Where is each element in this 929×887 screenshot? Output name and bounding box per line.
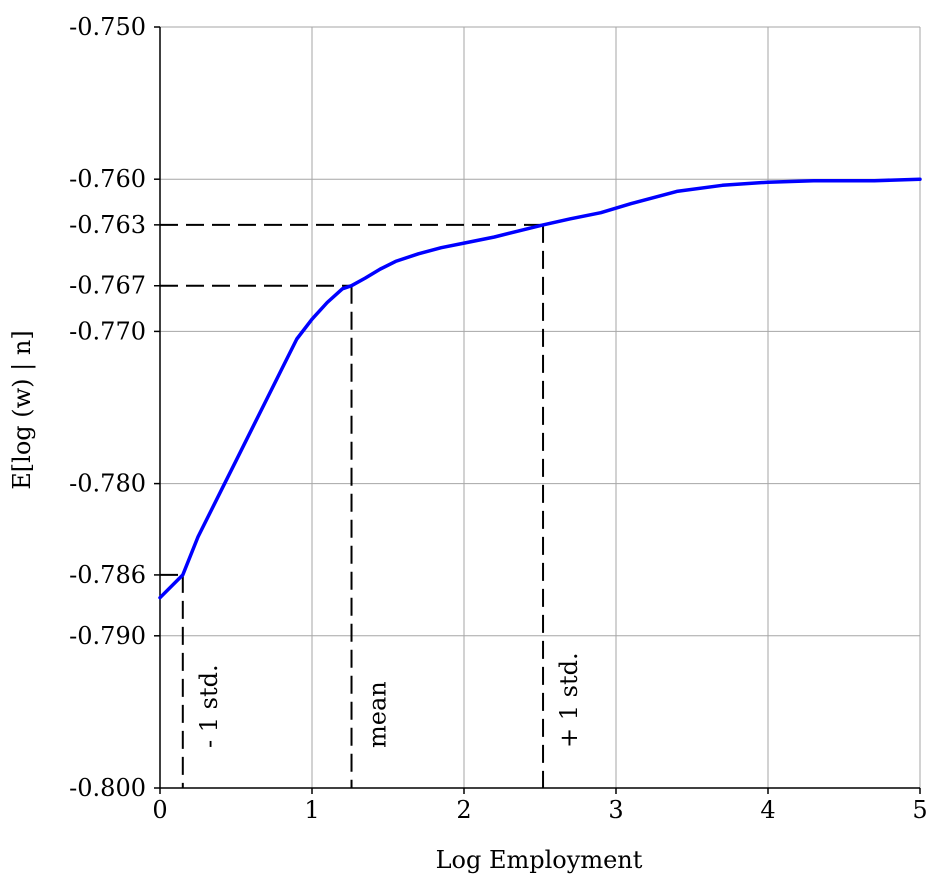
x-tick-label: 1 bbox=[304, 796, 319, 824]
y-tick-label: -0.770 bbox=[69, 317, 146, 345]
x-tick-label: 4 bbox=[760, 796, 775, 824]
label-layer: 0 1 2 3 4 5 -0.800 -0.790 -0.780 -0.770 -0.760 -0.7… bbox=[69, 13, 927, 824]
reference-lines-layer bbox=[160, 223, 545, 788]
y-tick-label: -0.763 bbox=[69, 211, 146, 239]
x-axis-title: Log Employment bbox=[436, 846, 643, 874]
series-line bbox=[158, 177, 922, 600]
y-tick-label: -0.790 bbox=[69, 622, 146, 650]
series-layer bbox=[158, 177, 922, 600]
y-tick-label: -0.800 bbox=[69, 774, 146, 802]
y-tick-label: -0.767 bbox=[69, 272, 146, 300]
axis-layer bbox=[154, 26, 921, 794]
reference-label: mean bbox=[364, 681, 392, 748]
x-tick-label: 0 bbox=[152, 796, 167, 824]
x-tick-label: 5 bbox=[912, 796, 927, 824]
y-tick-label: -0.750 bbox=[69, 13, 146, 41]
y-axis-title: E[log (w) | n] bbox=[8, 330, 37, 489]
x-tick-label: 2 bbox=[456, 796, 471, 824]
y-tick-label: -0.786 bbox=[69, 561, 146, 589]
reference-label: + 1 std. bbox=[555, 652, 583, 748]
reference-label: - 1 std. bbox=[195, 664, 223, 748]
x-tick-label: 3 bbox=[608, 796, 623, 824]
y-tick-label: -0.760 bbox=[69, 165, 146, 193]
y-tick-label: -0.780 bbox=[69, 470, 146, 498]
grid-layer bbox=[160, 26, 921, 788]
